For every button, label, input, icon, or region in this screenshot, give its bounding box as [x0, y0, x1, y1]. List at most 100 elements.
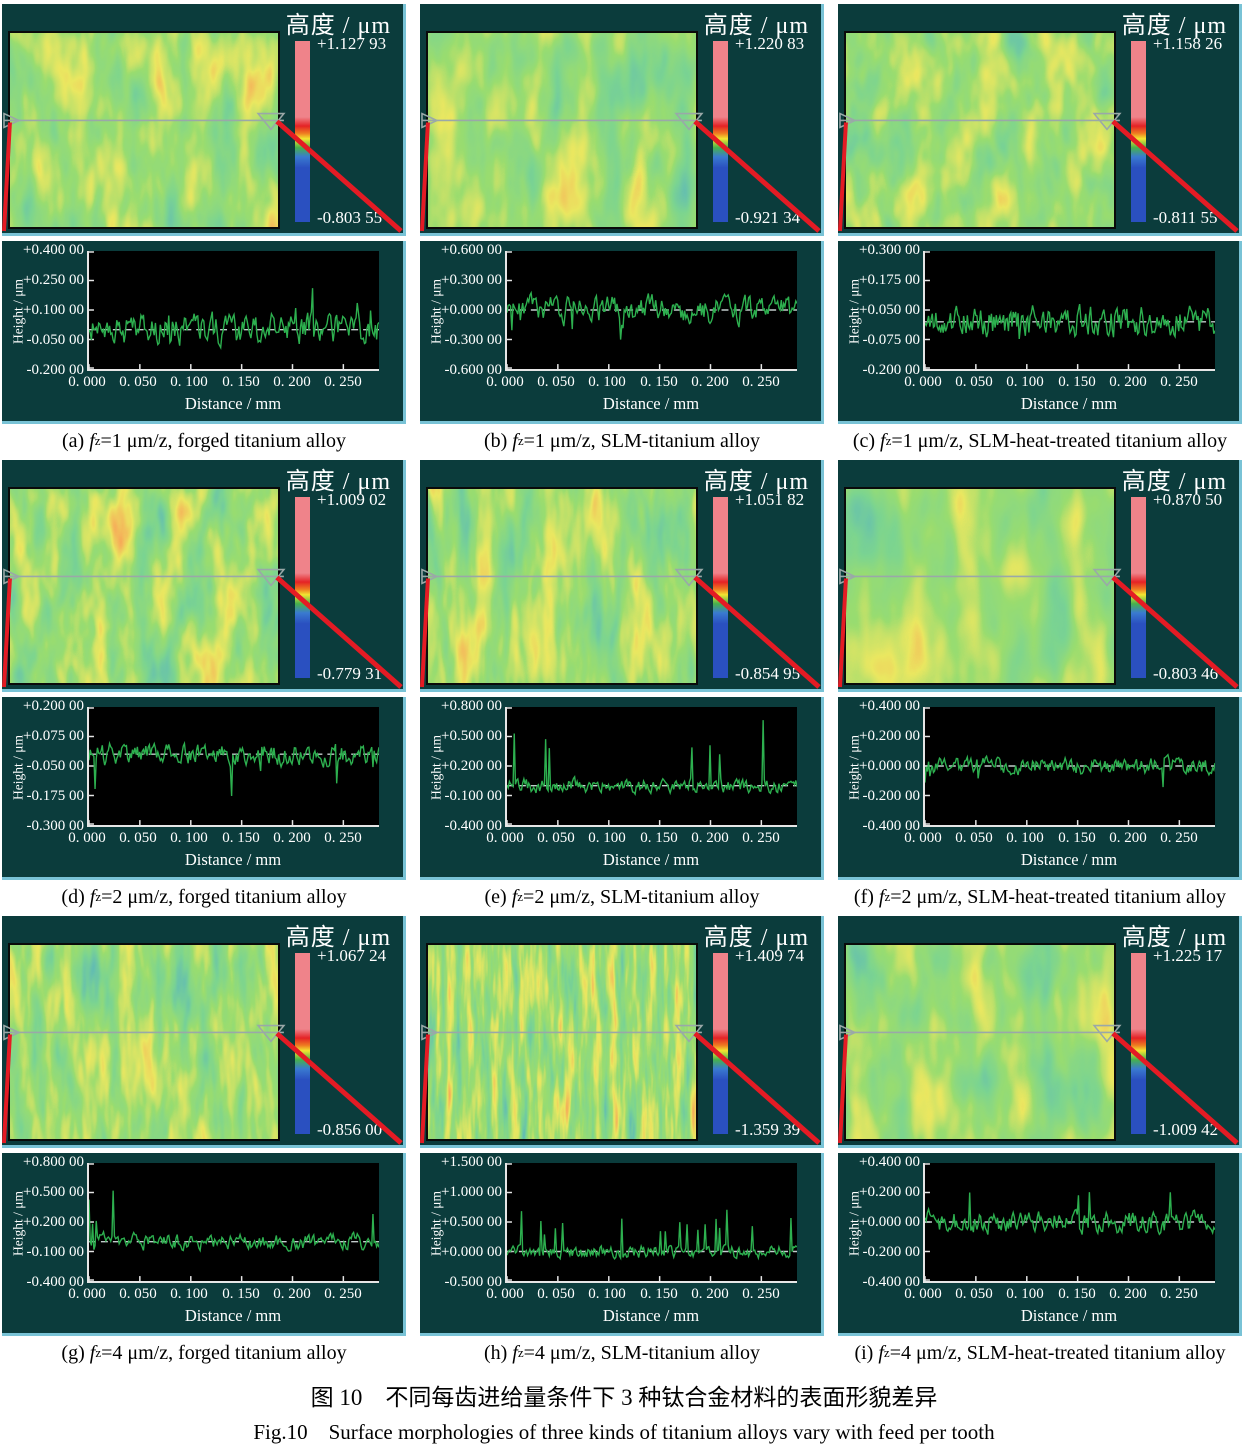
y-axis-tick: +0.800 00 — [23, 1154, 84, 1170]
x-axis-tick: 0. 150 — [222, 1286, 260, 1302]
height-colorbar — [713, 953, 728, 1134]
y-axis-tick: +0.300 00 — [441, 272, 502, 288]
x-axis-label: Distance / mm — [602, 1306, 700, 1325]
colorbar-max-value: +1.051 82 — [735, 490, 805, 509]
surface-height-map — [8, 487, 280, 685]
y-axis-tick: +0.800 00 — [441, 698, 502, 714]
feed-per-tooth-subscript: z — [885, 433, 892, 448]
figure-caption-english: Fig.10 Surface morphologies of three kin… — [253, 1420, 995, 1444]
x-axis-tick: 0. 250 — [1160, 1286, 1198, 1302]
colorbar-min-value: -0.854 95 — [735, 664, 801, 683]
y-axis-tick: +0.400 00 — [23, 242, 84, 258]
y-axis-tick: -0.175 00 — [26, 788, 85, 804]
y-axis-tick: +1.000 00 — [441, 1184, 502, 1200]
colorbar-min-value: -1.009 42 — [1153, 1120, 1219, 1139]
plot-area — [923, 251, 1215, 371]
x-axis-tick: 0. 150 — [1058, 830, 1096, 846]
x-axis-tick: 0. 200 — [1109, 1286, 1147, 1302]
colorbar-min-value: -0.856 00 — [317, 1120, 383, 1139]
panel-caption: (f) f z =2 μm/z, SLM-heat-treated titanium… — [838, 880, 1242, 914]
x-axis-tick: 0. 000 — [68, 830, 106, 846]
surface-height-map — [426, 943, 698, 1141]
y-axis-tick: +0.500 00 — [441, 1214, 502, 1230]
colorbar-title: 高度 / μm — [703, 469, 809, 495]
surface-height-map — [8, 31, 280, 229]
colorbar-min-value: -1.359 39 — [735, 1120, 801, 1139]
y-axis-tick: -0.200 00 — [26, 362, 85, 378]
panel-caption-text: =2 μm/z, SLM-titanium alloy — [523, 885, 760, 908]
colorbar-min-value: -0.803 46 — [1153, 664, 1219, 683]
feed-per-tooth-symbol: f — [878, 885, 885, 908]
profile-chart: Height / μm +0.200 00 +0.075 00 -0.050 0… — [2, 697, 406, 880]
feed-per-tooth-subscript: z — [517, 433, 524, 448]
colorbar-max-value: +1.009 02 — [317, 490, 387, 509]
feed-per-tooth-symbol: f — [89, 1341, 96, 1364]
profile-chart: Height / μm +0.800 00 +0.500 00 +0.200 0… — [420, 697, 824, 880]
y-axis-tick: +0.500 00 — [441, 728, 502, 744]
x-axis-tick: 0. 000 — [486, 374, 524, 390]
colorbar-max-value: +1.127 93 — [317, 34, 387, 53]
panel-caption: (i) f z =4 μm/z, SLM-heat-treated titanium… — [838, 1336, 1242, 1370]
x-axis-tick: 0. 200 — [273, 830, 311, 846]
profile-chart: Height / μm +0.800 00 +0.500 00 +0.200 0… — [2, 1153, 406, 1336]
y-axis-tick: -0.075 00 — [862, 332, 921, 348]
x-axis-tick: 0. 100 — [1006, 374, 1044, 390]
colorbar-title: 高度 / μm — [1121, 13, 1227, 39]
surface-map-box: 高度 / μm +1.127 93 -0.803 55 — [2, 4, 406, 236]
x-axis-tick: 0. 250 — [324, 374, 362, 390]
plot-area — [923, 707, 1215, 827]
x-axis-label: Distance / mm — [1020, 394, 1118, 413]
feed-per-tooth-symbol: f — [878, 1341, 884, 1364]
surface-map-box: 高度 / μm +1.158 26 -0.811 55 — [838, 4, 1242, 236]
panel-caption: (b) f z =1 μm/z, SLM-titanium alloy — [420, 424, 824, 458]
y-axis-tick: +0.000 00 — [859, 1214, 920, 1230]
y-axis-tick: +0.000 00 — [441, 302, 502, 318]
x-axis-label: Distance / mm — [1020, 850, 1118, 869]
panel-caption-text: =2 μm/z, SLM-heat-treated titanium alloy — [890, 885, 1227, 908]
height-colorbar — [295, 41, 310, 222]
x-axis-tick: 0. 250 — [1160, 374, 1198, 390]
figure-panel: 高度 / μm +1.409 74 -1.359 39 Height / μm … — [420, 916, 824, 1370]
x-axis-tick: 0. 050 — [955, 830, 993, 846]
panel-grid: 高度 / μm +1.127 93 -0.803 55 Height / μm … — [2, 4, 1246, 1370]
plot-area — [505, 1163, 797, 1283]
x-axis-tick: 0. 150 — [222, 374, 260, 390]
feed-per-tooth-symbol: f — [511, 885, 518, 908]
y-axis-tick: -0.300 00 — [444, 332, 503, 348]
feed-per-tooth-subscript: z — [95, 1345, 102, 1360]
x-axis-label: Distance / mm — [184, 394, 282, 413]
colorbar-max-value: +1.225 17 — [1153, 946, 1223, 965]
x-axis-tick: 0. 200 — [1109, 830, 1147, 846]
x-axis-tick: 0. 150 — [1058, 1286, 1096, 1302]
panel-caption-label: (h) — [483, 1341, 513, 1364]
colorbar-title: 高度 / μm — [703, 13, 809, 39]
plot-area — [87, 251, 379, 371]
x-axis-tick: 0. 250 — [324, 1286, 362, 1302]
x-axis-tick: 0. 150 — [222, 830, 260, 846]
x-axis-tick: 0. 000 — [68, 1286, 106, 1302]
panel-caption: (c) f z =1 μm/z, SLM-heat-treated titanium… — [838, 424, 1242, 458]
surface-height-map — [8, 943, 280, 1141]
panel-caption-label: (c) — [852, 429, 881, 452]
y-axis-tick: +0.400 00 — [859, 698, 920, 714]
x-axis-tick: 0. 250 — [324, 830, 362, 846]
feed-per-tooth-symbol: f — [880, 429, 886, 452]
x-axis-tick: 0. 250 — [742, 374, 780, 390]
surface-map-box: 高度 / μm +1.225 17 -1.009 42 — [838, 916, 1242, 1148]
figure-panel: 高度 / μm +1.067 24 -0.856 00 Height / μm … — [2, 916, 406, 1370]
x-axis-tick: 0. 050 — [119, 830, 157, 846]
x-axis-tick: 0. 250 — [742, 1286, 780, 1302]
colorbar-title: 高度 / μm — [285, 925, 391, 951]
y-axis-tick: +0.000 00 — [859, 758, 920, 774]
y-axis-tick: +0.200 00 — [23, 1214, 84, 1230]
colorbar-max-value: +1.220 83 — [735, 34, 805, 53]
y-axis-tick: -0.200 00 — [862, 1244, 921, 1260]
height-colorbar — [295, 497, 310, 678]
y-axis-tick: -0.200 00 — [862, 788, 921, 804]
x-axis-tick: 0. 150 — [1058, 374, 1096, 390]
x-axis-tick: 0. 100 — [170, 374, 208, 390]
y-axis-tick: -0.400 00 — [26, 1274, 85, 1290]
surface-map-box: 高度 / μm +0.870 50 -0.803 46 — [838, 460, 1242, 692]
x-axis-tick: 0. 100 — [170, 830, 208, 846]
